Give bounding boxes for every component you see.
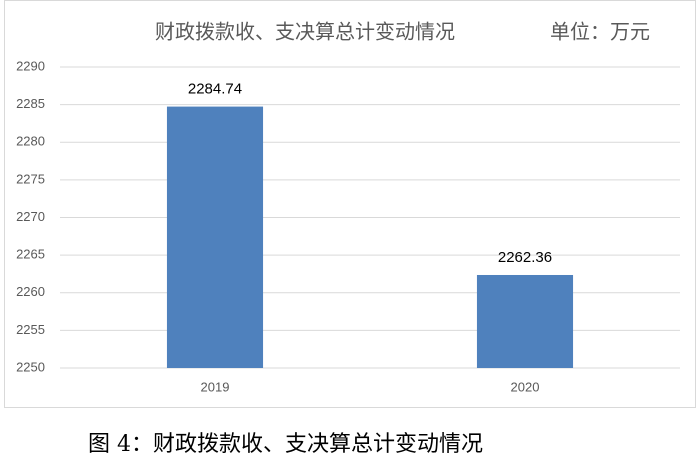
data-label: 2284.74 bbox=[188, 81, 242, 98]
x-tick-label: 2019 bbox=[201, 379, 230, 394]
y-tick-label: 2270 bbox=[16, 209, 45, 224]
y-tick-label: 2260 bbox=[16, 284, 45, 299]
y-tick-label: 2290 bbox=[16, 58, 45, 73]
y-tick-label: 2280 bbox=[16, 134, 45, 149]
bar bbox=[476, 274, 574, 368]
unit-label: 单位：万元 bbox=[550, 20, 650, 44]
y-tick-label: 2285 bbox=[16, 96, 45, 111]
data-label: 2262.36 bbox=[498, 249, 552, 266]
x-tick-label: 2020 bbox=[511, 379, 540, 394]
y-tick-label: 2265 bbox=[16, 247, 45, 262]
y-tick-label: 2255 bbox=[16, 322, 45, 337]
bar bbox=[166, 106, 264, 369]
y-tick-label: 2250 bbox=[16, 359, 45, 374]
caption: 图 4：财政拨款收、支决算总计变动情况 bbox=[88, 432, 483, 457]
chart-frame bbox=[4, 0, 696, 408]
y-tick-label: 2275 bbox=[16, 171, 45, 186]
chart-title: 财政拨款收、支决算总计变动情况 bbox=[155, 20, 455, 44]
